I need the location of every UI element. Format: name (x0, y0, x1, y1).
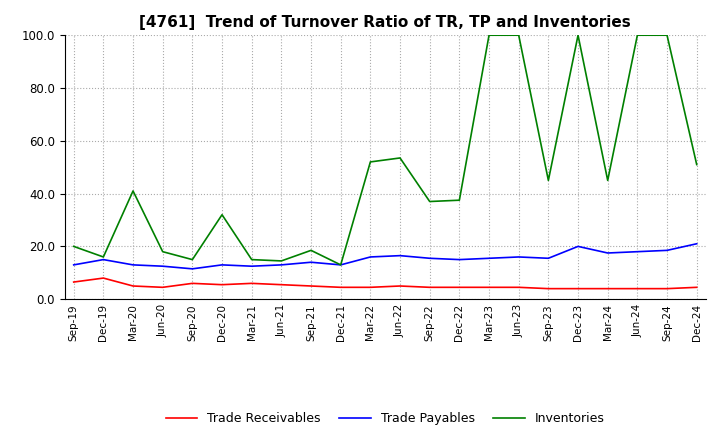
Trade Payables (217, 262, 226, 268)
Trade Payables (485, 256, 493, 261)
Inventories (307, 248, 315, 253)
Inventories (188, 257, 197, 262)
Trade Payables (336, 262, 345, 268)
Trade Receivables (514, 285, 523, 290)
Trade Receivables (99, 275, 108, 281)
Trade Receivables (603, 286, 612, 291)
Trade Payables (574, 244, 582, 249)
Trade Payables (188, 266, 197, 271)
Inventories (99, 254, 108, 260)
Inventories (485, 33, 493, 38)
Trade Receivables (217, 282, 226, 287)
Inventories (426, 199, 434, 204)
Trade Payables (514, 254, 523, 260)
Trade Payables (693, 241, 701, 246)
Inventories (574, 33, 582, 38)
Inventories (396, 155, 405, 161)
Inventories (217, 212, 226, 217)
Inventories (158, 249, 167, 254)
Line: Trade Payables: Trade Payables (73, 244, 697, 269)
Trade Receivables (544, 286, 553, 291)
Trade Payables (129, 262, 138, 268)
Trade Receivables (396, 283, 405, 289)
Trade Payables (396, 253, 405, 258)
Inventories (693, 162, 701, 167)
Legend: Trade Receivables, Trade Payables, Inventories: Trade Receivables, Trade Payables, Inven… (161, 407, 610, 430)
Trade Receivables (69, 279, 78, 285)
Inventories (662, 33, 671, 38)
Trade Payables (99, 257, 108, 262)
Trade Payables (603, 250, 612, 256)
Trade Receivables (426, 285, 434, 290)
Title: [4761]  Trend of Turnover Ratio of TR, TP and Inventories: [4761] Trend of Turnover Ratio of TR, TP… (140, 15, 631, 30)
Inventories (455, 198, 464, 203)
Trade Receivables (485, 285, 493, 290)
Trade Receivables (574, 286, 582, 291)
Inventories (633, 33, 642, 38)
Trade Receivables (188, 281, 197, 286)
Inventories (129, 188, 138, 194)
Inventories (336, 262, 345, 268)
Trade Payables (633, 249, 642, 254)
Trade Payables (455, 257, 464, 262)
Trade Payables (158, 264, 167, 269)
Trade Receivables (455, 285, 464, 290)
Trade Payables (544, 256, 553, 261)
Trade Payables (366, 254, 374, 260)
Trade Payables (69, 262, 78, 268)
Inventories (277, 258, 286, 264)
Trade Payables (248, 264, 256, 269)
Trade Payables (662, 248, 671, 253)
Trade Receivables (366, 285, 374, 290)
Trade Receivables (633, 286, 642, 291)
Trade Receivables (662, 286, 671, 291)
Inventories (366, 159, 374, 165)
Trade Receivables (336, 285, 345, 290)
Trade Receivables (277, 282, 286, 287)
Trade Receivables (248, 281, 256, 286)
Inventories (69, 244, 78, 249)
Trade Receivables (129, 283, 138, 289)
Trade Receivables (158, 285, 167, 290)
Trade Payables (277, 262, 286, 268)
Line: Trade Receivables: Trade Receivables (73, 278, 697, 289)
Trade Receivables (693, 285, 701, 290)
Inventories (248, 257, 256, 262)
Trade Receivables (307, 283, 315, 289)
Trade Payables (426, 256, 434, 261)
Inventories (514, 33, 523, 38)
Inventories (603, 178, 612, 183)
Line: Inventories: Inventories (73, 35, 697, 265)
Inventories (544, 178, 553, 183)
Trade Payables (307, 260, 315, 265)
